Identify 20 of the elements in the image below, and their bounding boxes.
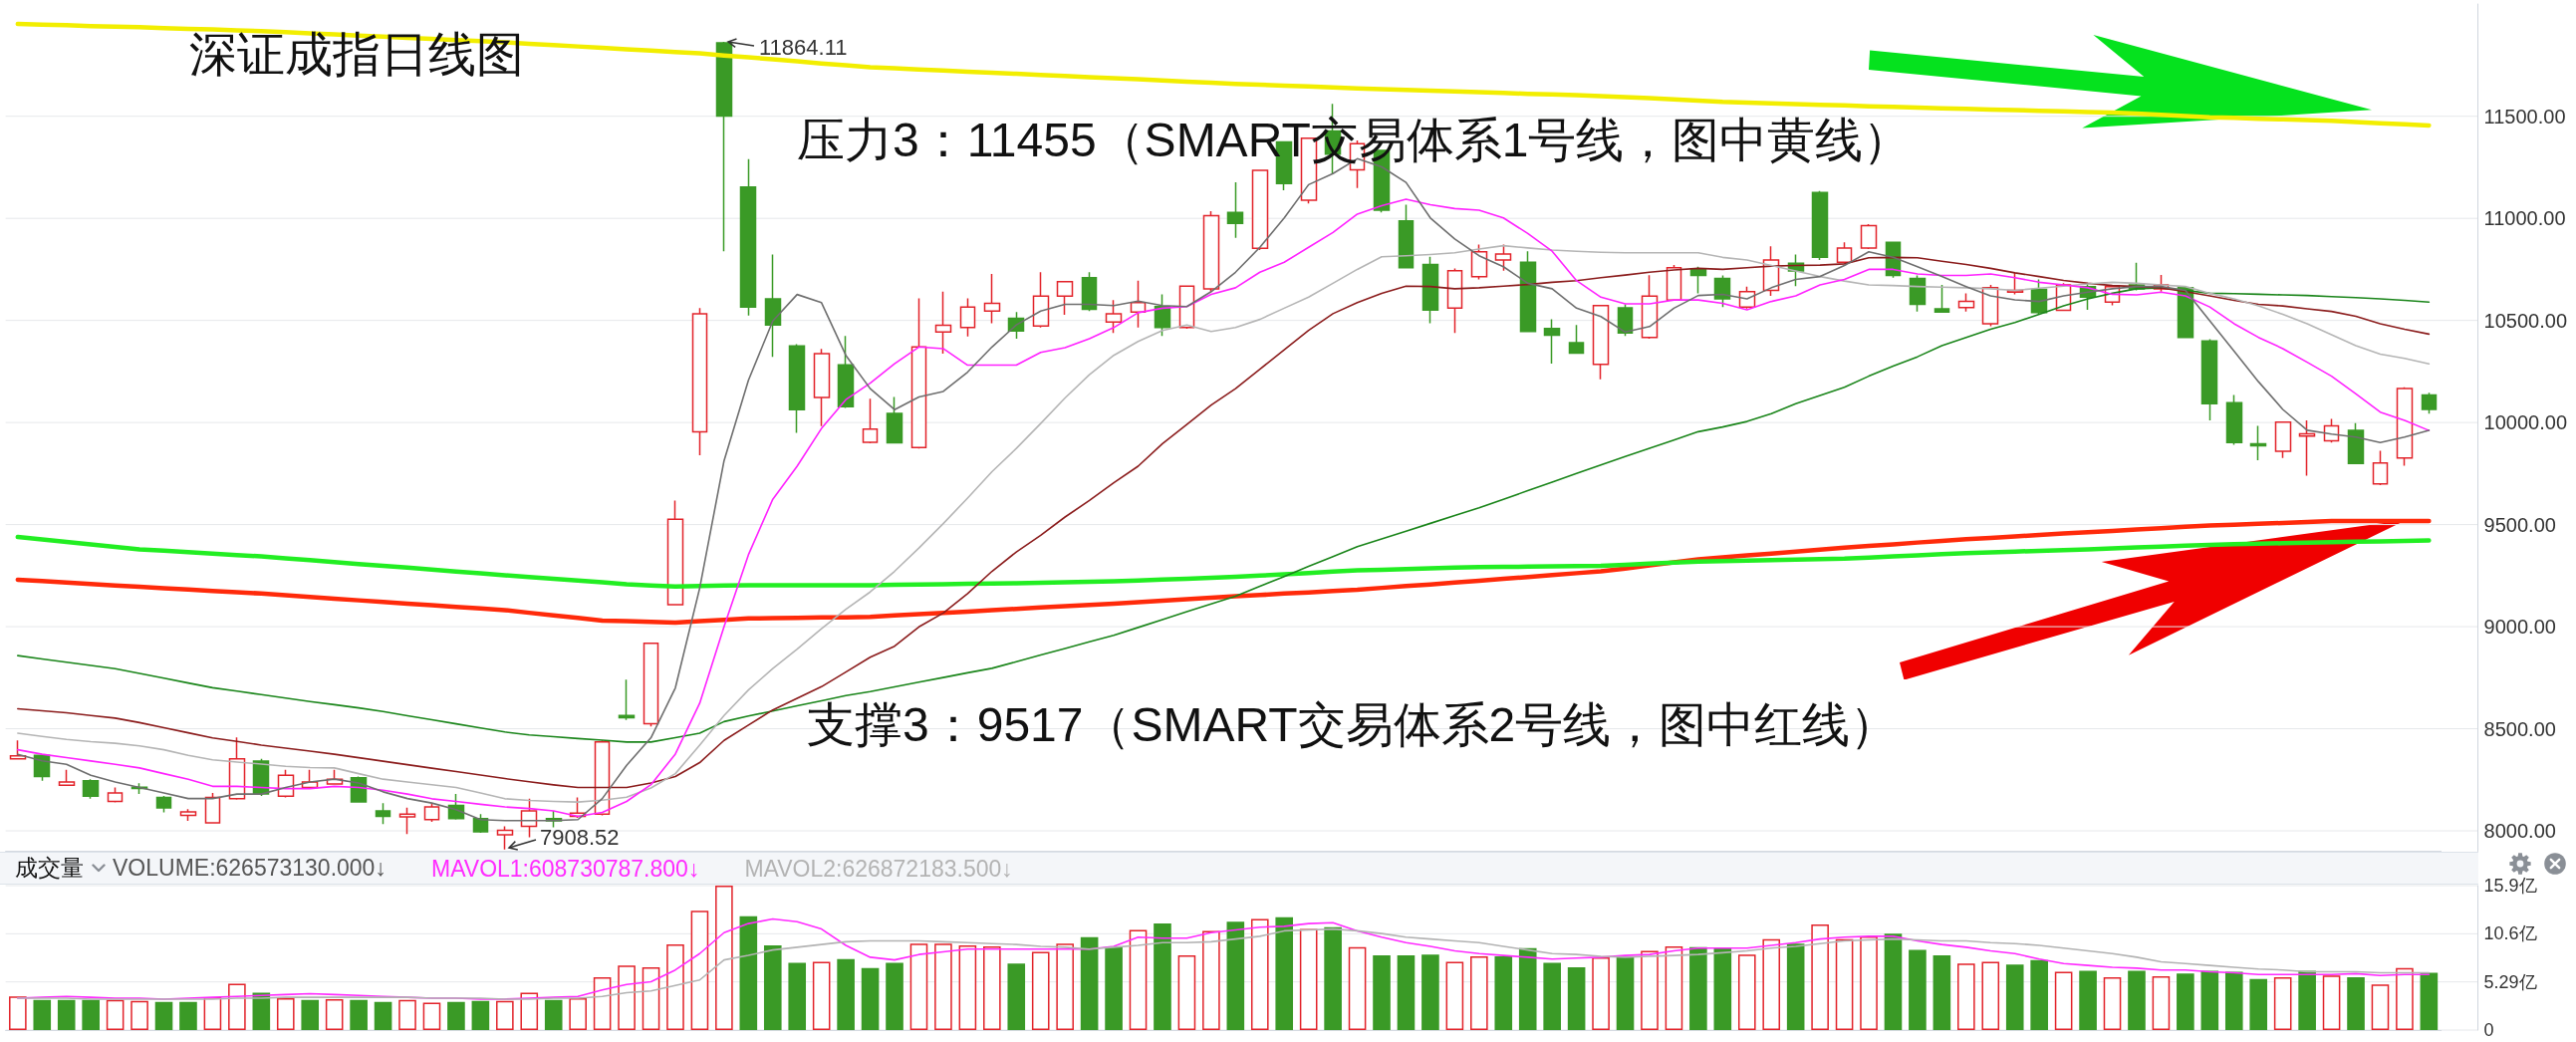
text: VOLUME:626573130.000↓: [113, 855, 386, 881]
y-tick-label: 9500.00: [2483, 513, 2556, 536]
y-tick-label: 5.29亿: [2483, 971, 2537, 992]
annotation: 7908.52: [540, 824, 620, 850]
y-tick-label: 10000.00: [2483, 411, 2568, 434]
text: MAVOL1:608730787.800↓: [431, 855, 700, 882]
y-tick-label: 11000.00: [2483, 207, 2566, 230]
y-tick-label: 8500.00: [2483, 717, 2556, 740]
y-tick-label: 11500.00: [2483, 105, 2566, 128]
chart-title: 成交量: [15, 854, 84, 881]
y-tick-label: 10500.00: [2483, 309, 2568, 332]
y-tick-label: 10.6亿: [2483, 923, 2537, 944]
text: MAVOL2:626872183.500↓: [744, 855, 1013, 882]
text: 深证成指日线图: [189, 27, 524, 81]
y-tick-label: 9000.00: [2483, 616, 2556, 639]
y-tick-label: 8000.00: [2483, 820, 2556, 843]
y-tick-label: 15.9亿: [2483, 876, 2537, 896]
annotation: 11864.11: [759, 34, 848, 60]
y-tick-label: 0: [2483, 1020, 2494, 1040]
annotation: 支撑3：9517（SMART交易体系2号线，图中红线）: [807, 697, 1899, 751]
